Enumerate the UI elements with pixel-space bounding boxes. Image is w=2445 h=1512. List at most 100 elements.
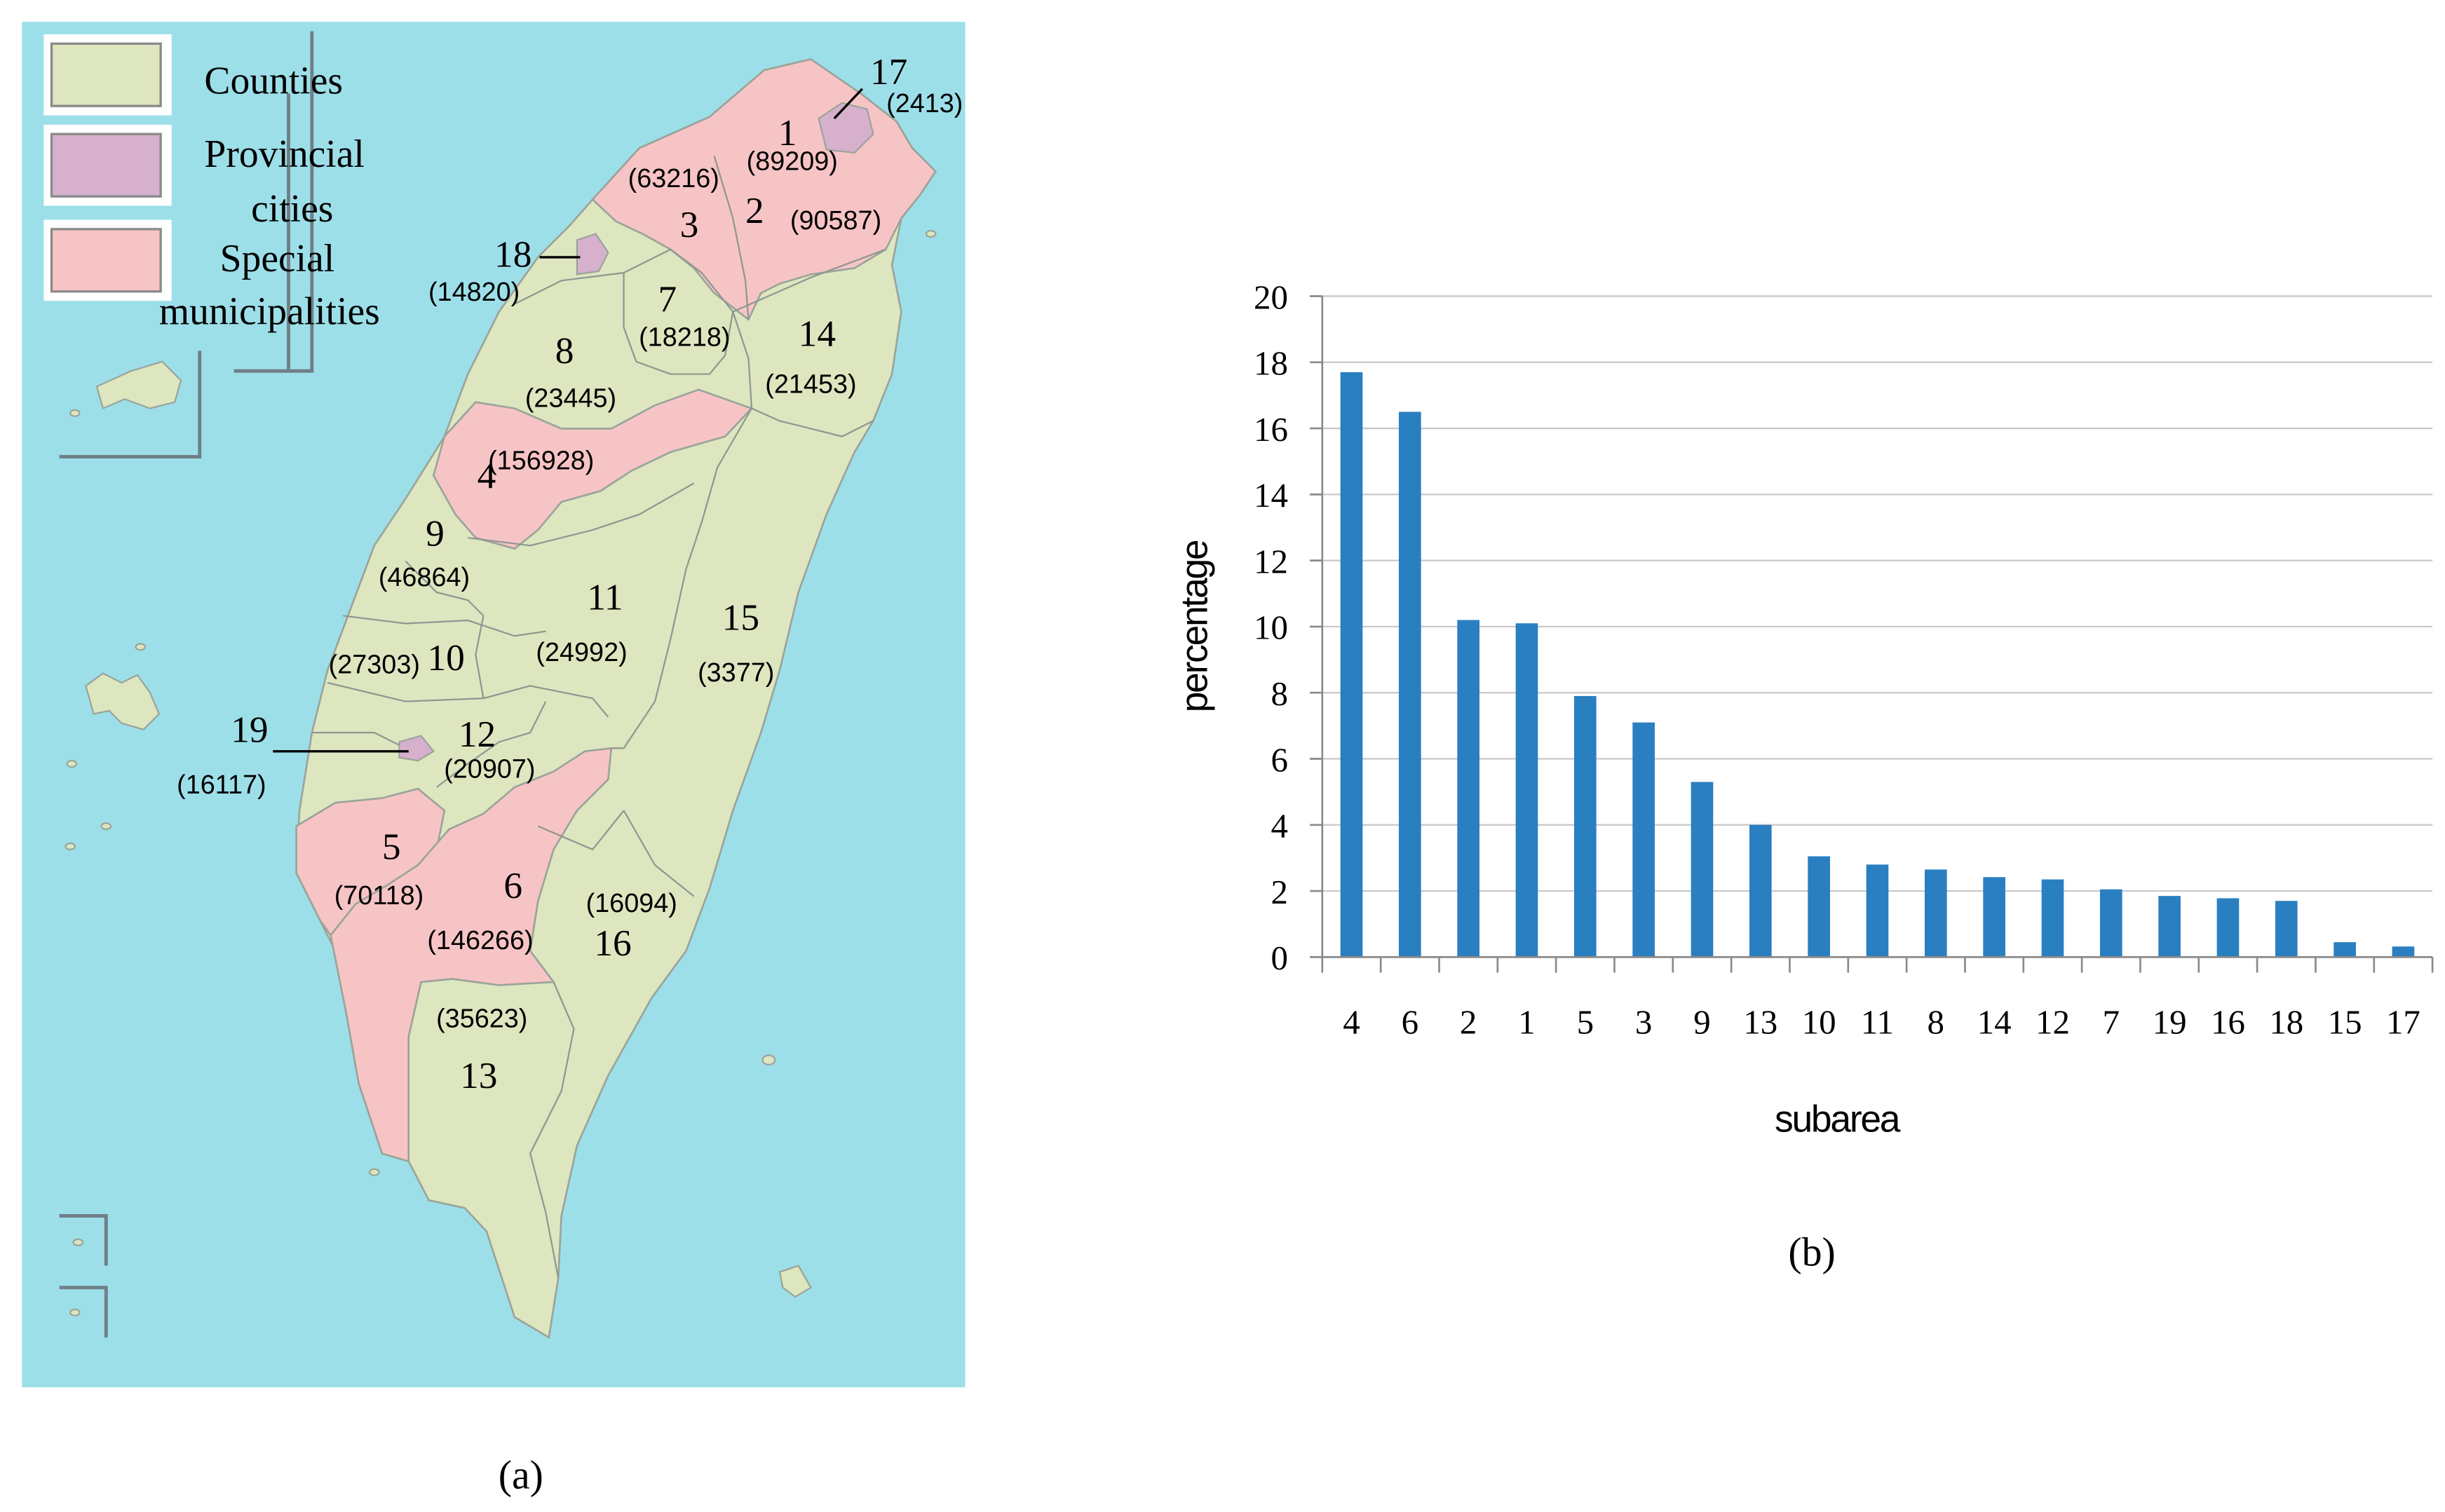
y-tick-label: 14 xyxy=(1254,476,1288,515)
region-8-number: 8 xyxy=(555,329,574,372)
internal-borders xyxy=(311,156,886,1279)
y-tick-label: 0 xyxy=(1271,939,1287,977)
region-16-value: (16094) xyxy=(586,889,677,918)
y-tick-label: 10 xyxy=(1254,608,1288,647)
leader-lines xyxy=(273,88,864,753)
legend-label: Counties xyxy=(204,59,343,102)
region-17-value: (2413) xyxy=(886,89,963,118)
x-tick-label: 18 xyxy=(2269,1002,2303,1041)
map-panel: Counties Provincial cities Special municipal… xyxy=(22,22,966,1498)
x-tick-label: 7 xyxy=(2103,1002,2120,1041)
chart-gridlines xyxy=(1322,295,2433,892)
bar-subarea-1 xyxy=(1515,623,1538,958)
region-9-value: (46864) xyxy=(379,563,470,592)
region-2-number: 2 xyxy=(745,189,764,231)
x-tick-label: 16 xyxy=(2211,1002,2245,1041)
bar-subarea-16 xyxy=(2216,898,2240,958)
chart-caption: (b) xyxy=(1788,1230,1835,1275)
x-tick-label: 2 xyxy=(1460,1002,1477,1041)
islet xyxy=(66,760,78,768)
x-tick-label: 1 xyxy=(1518,1002,1535,1041)
region-19-value: (16117) xyxy=(177,770,266,800)
bar-subarea-15 xyxy=(2334,942,2356,958)
region-15-number: 15 xyxy=(722,596,759,638)
region-1-number: 1 xyxy=(778,111,797,154)
bar-subarea-13 xyxy=(1749,824,1772,958)
region-13-value: (35623) xyxy=(436,1004,527,1033)
x-axis-label: subarea xyxy=(1775,1098,1901,1140)
region-18-city xyxy=(576,233,609,275)
islet xyxy=(369,1168,380,1176)
islet xyxy=(135,643,147,651)
legend-label: Special xyxy=(220,237,335,280)
bar-subarea-12 xyxy=(2041,879,2064,958)
region-3-value: (63216) xyxy=(628,164,719,193)
islet xyxy=(69,409,81,417)
region-11-number: 11 xyxy=(587,575,623,618)
bar-subarea-6 xyxy=(1398,411,1421,958)
region-18-number: 18 xyxy=(494,233,531,275)
y-tick-label: 8 xyxy=(1271,674,1287,713)
islet xyxy=(65,842,76,851)
island-orchid xyxy=(778,1265,812,1298)
region-4-value: (156928) xyxy=(488,446,594,475)
bar-subarea-11 xyxy=(1866,864,1889,958)
region-15-value: (3377) xyxy=(698,658,774,688)
region-14-value: (21453) xyxy=(765,369,856,399)
legend-label: cities xyxy=(251,187,333,231)
inset-frame-lines xyxy=(59,31,314,1337)
region-7-number: 7 xyxy=(658,278,677,320)
region-12-value: (20907) xyxy=(444,755,535,784)
map-legend: Counties Provincial cities Special municipal… xyxy=(43,34,380,334)
islet xyxy=(69,1308,81,1316)
region-6-number: 6 xyxy=(503,864,522,906)
region-2-value: (90587) xyxy=(790,206,881,236)
bar-subarea-19 xyxy=(2158,896,2181,958)
x-tick-label: 4 xyxy=(1343,1002,1360,1041)
leader-line-17 xyxy=(833,88,864,120)
islet xyxy=(761,1054,776,1065)
region-5-value: (70118) xyxy=(334,881,424,911)
bar-subarea-7 xyxy=(2099,889,2122,958)
y-tick-label: 20 xyxy=(1254,278,1288,316)
bar-subarea-5 xyxy=(1573,695,1597,958)
region-17-number: 17 xyxy=(870,50,907,93)
region-12-number: 12 xyxy=(459,713,496,755)
legend-label: municipalities xyxy=(159,290,380,334)
region-10-number: 10 xyxy=(427,636,464,679)
y-axis-ticks: 0 2 4 6 8 10 12 14 16 18 20 xyxy=(1254,278,1322,977)
islet xyxy=(100,822,112,831)
islet xyxy=(925,229,937,238)
legend-swatch xyxy=(50,132,162,198)
region-7-value: (18218) xyxy=(639,323,730,353)
region-18-value: (14820) xyxy=(428,278,520,307)
y-tick-label: 12 xyxy=(1254,542,1288,580)
x-tick-label: 13 xyxy=(1743,1002,1777,1041)
bar-subarea-4 xyxy=(1340,372,1363,958)
map-caption: (a) xyxy=(499,1452,543,1498)
region-1-value: (89209) xyxy=(747,147,838,176)
legend-label: Provincial xyxy=(204,132,364,176)
x-tick-label: 12 xyxy=(2036,1002,2070,1041)
bar-subarea-18 xyxy=(2275,901,2298,958)
x-tick-label: 17 xyxy=(2386,1002,2420,1041)
x-axis-ticks: 4 6 2 1 5 3 9 13 10 11 8 14 12 7 19 16 18 15 17 xyxy=(1321,957,2434,1041)
x-tick-label: 15 xyxy=(2328,1002,2362,1041)
region-14-number: 14 xyxy=(799,313,836,355)
bar-subarea-2 xyxy=(1457,620,1479,958)
islet xyxy=(72,1238,84,1246)
region-9-number: 9 xyxy=(426,512,445,554)
region-10-value: (27303) xyxy=(329,651,420,680)
x-tick-label: 3 xyxy=(1635,1002,1652,1041)
region-11-value: (24992) xyxy=(536,638,627,667)
x-tick-label: 14 xyxy=(1977,1002,2012,1041)
x-tick-label: 8 xyxy=(1928,1002,1944,1041)
bar-subarea-9 xyxy=(1691,782,1714,958)
bar-subarea-8 xyxy=(1924,869,1947,958)
bar-subarea-10 xyxy=(1808,856,1830,958)
x-tick-label: 9 xyxy=(1693,1002,1710,1041)
bar-subarea-3 xyxy=(1632,722,1655,958)
